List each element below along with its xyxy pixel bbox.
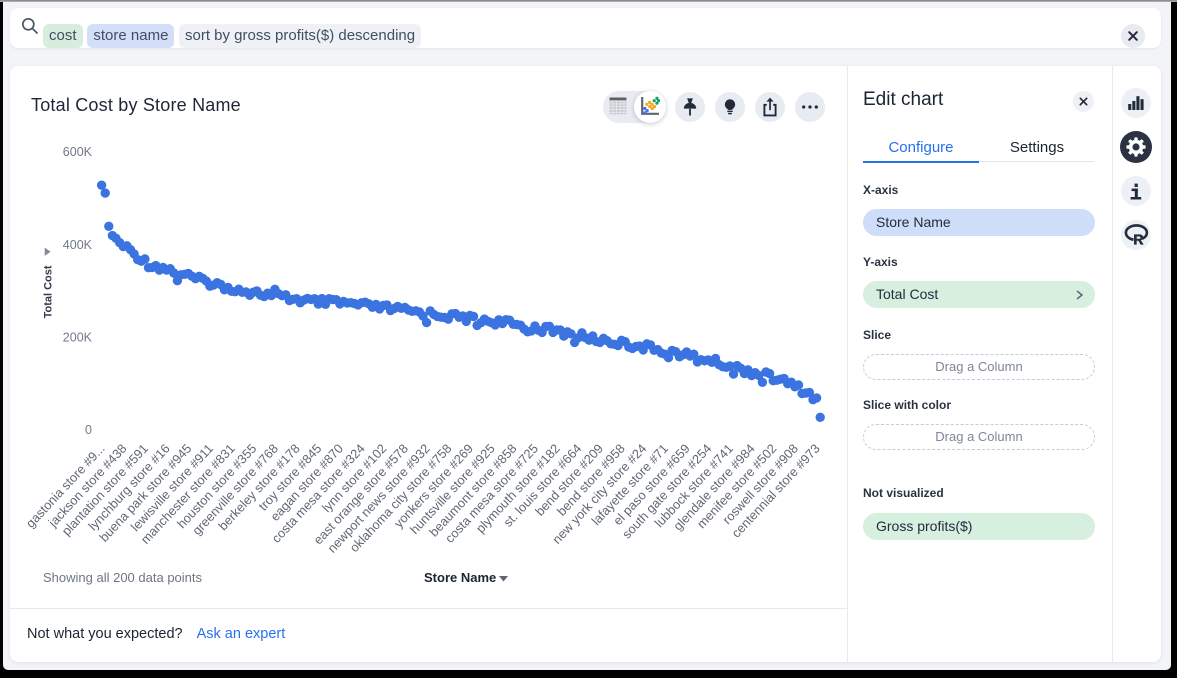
- svg-text:Store Name: Store Name: [424, 570, 496, 585]
- svg-text:Showing all 200 data points: Showing all 200 data points: [43, 570, 203, 585]
- svg-text:400K: 400K: [63, 238, 93, 252]
- svg-text:0: 0: [85, 423, 92, 437]
- svg-text:600K: 600K: [63, 145, 93, 159]
- svg-text:Total Cost: Total Cost: [43, 265, 55, 318]
- svg-text:200K: 200K: [63, 331, 93, 345]
